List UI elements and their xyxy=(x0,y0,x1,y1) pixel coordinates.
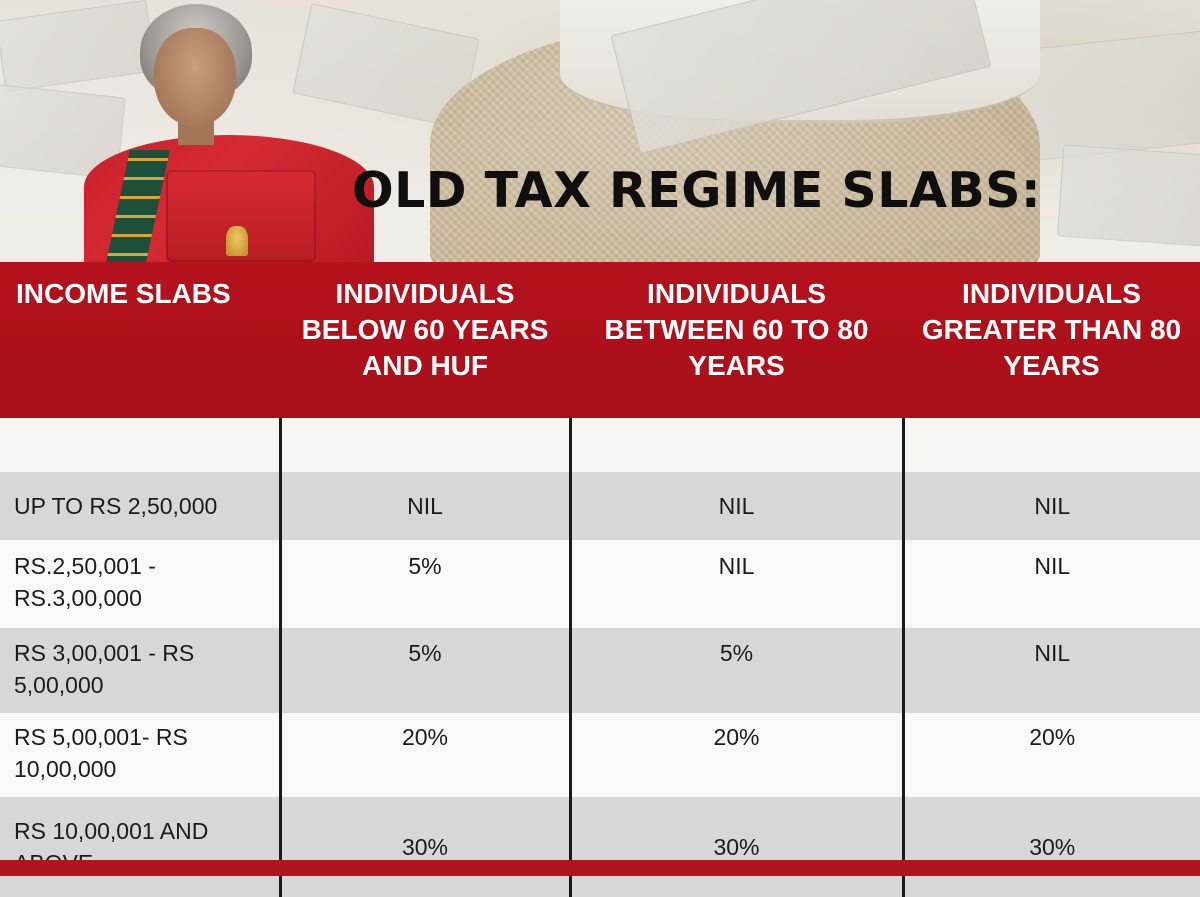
emblem-icon xyxy=(226,226,248,256)
spacer-cell xyxy=(278,418,570,472)
table-header-row: INCOME SLABS INDIVIDUALS BELOW 60 YEARS … xyxy=(0,262,1200,418)
income-slab-cell: UP TO RS 2,50,000 xyxy=(0,472,280,540)
column-header-income-slabs: INCOME SLABS xyxy=(0,262,280,418)
income-slab-cell: RS 3,00,001 - RS 5,00,000 xyxy=(0,628,280,713)
table-spacer-row xyxy=(0,418,1200,472)
table-row: UP TO RS 2,50,000 NIL NIL NIL xyxy=(0,472,1200,540)
table-row: RS 3,00,001 - RS 5,00,000 5% 5% NIL xyxy=(0,628,1200,713)
rate-below-60-cell: 5% xyxy=(278,540,570,628)
face xyxy=(154,28,236,126)
spacer-cell xyxy=(568,418,903,472)
rate-above-80-cell: 30% xyxy=(901,797,1200,897)
rate-above-80-cell: NIL xyxy=(901,472,1200,540)
rate-below-60-cell: 5% xyxy=(278,628,570,713)
rate-60-to-80-cell: NIL xyxy=(568,472,903,540)
rate-below-60-cell: 20% xyxy=(278,713,570,797)
currency-note-decor xyxy=(1014,30,1200,162)
rate-60-to-80-cell: 30% xyxy=(568,797,903,897)
rate-above-80-cell: NIL xyxy=(901,628,1200,713)
table-row: RS 5,00,001- RS 10,00,000 20% 20% 20% xyxy=(0,713,1200,797)
page-title: OLD TAX REGIME SLABS: xyxy=(352,162,1042,219)
rate-above-80-cell: 20% xyxy=(901,713,1200,797)
person-photo xyxy=(78,0,378,262)
rate-above-80-cell: NIL xyxy=(901,540,1200,628)
rate-below-60-cell: NIL xyxy=(278,472,570,540)
rate-below-60-cell: 30% xyxy=(278,797,570,897)
column-header-below-60: INDIVIDUALS BELOW 60 YEARS AND HUF xyxy=(280,262,570,418)
table-row: RS 10,00,001 AND ABOVE 30% 30% 30% xyxy=(0,797,1200,897)
rate-60-to-80-cell: NIL xyxy=(568,540,903,628)
table-row: RS.2,50,001 - RS.3,00,000 5% NIL NIL xyxy=(0,540,1200,628)
rate-60-to-80-cell: 5% xyxy=(568,628,903,713)
tax-slab-table: INCOME SLABS INDIVIDUALS BELOW 60 YEARS … xyxy=(0,262,1200,897)
income-slab-cell: RS.2,50,001 - RS.3,00,000 xyxy=(0,540,280,628)
income-slab-cell: RS 10,00,001 AND ABOVE xyxy=(0,797,280,897)
banner: OLD TAX REGIME SLABS: xyxy=(0,0,1200,262)
rate-60-to-80-cell: 20% xyxy=(568,713,903,797)
spacer-cell xyxy=(0,418,280,472)
column-header-above-80: INDIVIDUALS GREATER THAN 80 YEARS xyxy=(903,262,1200,418)
currency-note-decor xyxy=(1056,144,1200,248)
income-slab-cell: RS 5,00,001- RS 10,00,000 xyxy=(0,713,280,797)
spacer-cell xyxy=(901,418,1200,472)
column-header-60-to-80: INDIVIDUALS BETWEEN 60 TO 80 YEARS xyxy=(570,262,903,418)
bottom-accent-bar xyxy=(0,860,1200,876)
